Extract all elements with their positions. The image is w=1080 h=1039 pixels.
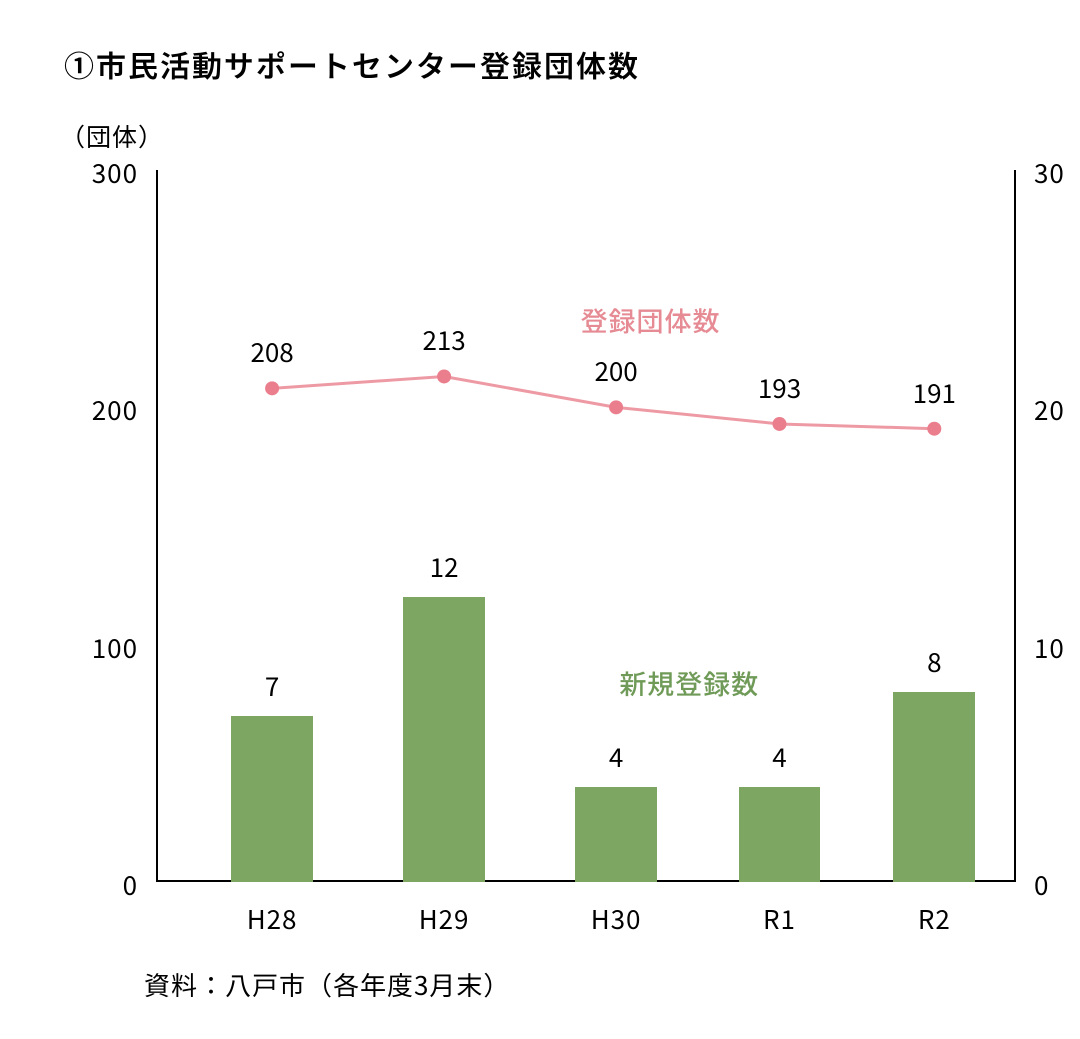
bar-series-name: 新規登録数	[619, 663, 759, 702]
y-tick-left: 200	[92, 391, 138, 428]
line-marker	[773, 417, 787, 431]
chart-title: ①市民活動サポートセンター登録団体数	[64, 42, 640, 86]
x-category-label: H29	[419, 900, 470, 937]
bar-value-label: 8	[927, 643, 941, 680]
x-category-label: H28	[247, 900, 298, 937]
bar	[739, 787, 821, 882]
bar-value-label: 4	[772, 738, 786, 775]
x-category-label: H30	[591, 900, 642, 937]
y-tick-right: 20	[1034, 391, 1065, 428]
x-category-label: R1	[763, 900, 796, 937]
y-tick-left: 0	[123, 866, 138, 903]
y-axis-unit-label: （団体）	[60, 118, 164, 154]
y-tick-left: 300	[92, 154, 138, 191]
line-value-label: 193	[758, 369, 801, 406]
bar	[893, 692, 975, 882]
line-marker	[265, 381, 279, 395]
line-marker	[609, 400, 623, 414]
line-value-label: 200	[594, 352, 637, 389]
y-tick-right: 30	[1034, 154, 1065, 191]
line-series-name: 登録団体数	[581, 300, 721, 339]
bar	[231, 716, 313, 882]
chart-area	[156, 170, 1016, 882]
y-tick-left: 100	[92, 629, 138, 666]
bar-value-label: 7	[265, 667, 279, 704]
y-tick-right: 10	[1034, 629, 1065, 666]
line-marker	[437, 369, 451, 383]
x-category-label: R2	[918, 900, 951, 937]
bar	[403, 597, 485, 882]
line-value-label: 208	[250, 333, 293, 370]
source-note: 資料：八戸市（各年度3月末）	[144, 966, 510, 1003]
y-tick-right: 0	[1034, 866, 1049, 903]
bar	[575, 787, 657, 882]
line-value-label: 213	[422, 321, 465, 358]
bar-value-label: 4	[609, 738, 623, 775]
page: ①市民活動サポートセンター登録団体数 （団体） 資料：八戸市（各年度3月末） 0…	[0, 0, 1080, 1039]
line-marker	[927, 422, 941, 436]
line-value-label: 191	[913, 374, 956, 411]
bar-value-label: 12	[430, 548, 459, 585]
